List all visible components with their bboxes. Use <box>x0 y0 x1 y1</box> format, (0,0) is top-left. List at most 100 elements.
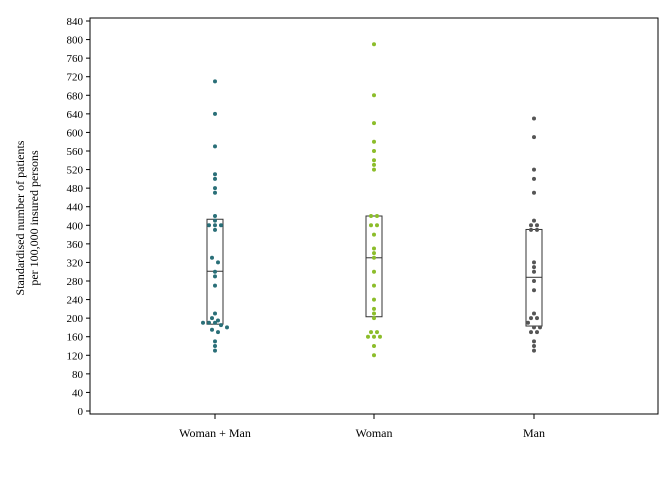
data-point <box>213 186 217 191</box>
y-tick-label: 800 <box>67 35 84 47</box>
y-tick-label: 0 <box>78 406 84 418</box>
data-point <box>372 42 376 47</box>
data-point <box>372 269 376 274</box>
y-axis-title: Standardised number of patients per 100,… <box>13 140 41 295</box>
data-point <box>535 223 539 228</box>
data-point <box>532 269 536 274</box>
y-tick-label: 360 <box>67 239 84 251</box>
data-point <box>372 149 376 153</box>
data-point <box>207 320 211 325</box>
data-point <box>369 330 373 335</box>
data-point <box>529 316 533 321</box>
data-point <box>213 283 217 288</box>
y-tick-label: 520 <box>67 165 84 177</box>
data-point <box>216 330 220 335</box>
x-tick-label: Woman + Man <box>179 426 251 440</box>
data-point <box>207 223 211 228</box>
data-point <box>372 251 376 256</box>
data-point <box>372 93 376 98</box>
data-point <box>529 330 533 335</box>
data-point <box>532 279 536 283</box>
data-point <box>372 334 376 339</box>
data-point <box>213 79 217 84</box>
y-tick-label: 240 <box>67 295 84 307</box>
data-point <box>210 316 214 321</box>
data-point <box>213 190 217 195</box>
y-tick-label: 120 <box>67 350 84 362</box>
data-point <box>532 325 536 330</box>
y-axis-title-line-2: per 100,000 insured persons <box>27 150 41 286</box>
data-point <box>532 344 536 348</box>
data-point <box>213 269 217 274</box>
y-tick-label: 600 <box>67 127 84 139</box>
data-point <box>213 144 217 149</box>
data-point <box>532 260 536 265</box>
data-point <box>213 344 217 348</box>
data-point <box>372 158 376 163</box>
data-point <box>538 325 542 330</box>
data-point <box>369 214 373 218</box>
data-point <box>213 339 217 344</box>
plot-area <box>201 42 543 358</box>
series-group <box>525 116 543 353</box>
x-tick-label: Woman <box>355 426 392 440</box>
data-point <box>219 223 223 228</box>
data-point <box>213 218 217 223</box>
y-tick-label: 160 <box>67 332 84 344</box>
data-point <box>369 223 373 228</box>
data-point <box>532 167 536 172</box>
data-point <box>532 190 536 195</box>
data-point <box>213 320 217 325</box>
y-tick-label: 480 <box>67 183 84 195</box>
data-point <box>375 223 379 228</box>
data-point <box>201 320 205 325</box>
data-point <box>532 288 536 293</box>
y-tick-label: 320 <box>67 257 84 269</box>
data-point <box>210 327 214 332</box>
data-point <box>213 274 217 279</box>
data-point <box>375 330 379 335</box>
data-point <box>213 176 217 181</box>
data-point <box>216 318 220 323</box>
data-point <box>213 111 217 116</box>
series-group <box>201 79 229 353</box>
y-axis-title-line-1: Standardised number of patients <box>13 140 27 295</box>
data-point <box>225 325 229 330</box>
x-axis: Woman + Man Woman Man <box>179 414 545 440</box>
data-point <box>372 162 376 167</box>
data-point <box>216 260 220 265</box>
data-point <box>529 227 533 232</box>
data-point <box>372 255 376 260</box>
data-point <box>372 121 376 126</box>
data-point <box>532 176 536 181</box>
data-point <box>378 334 382 339</box>
y-tick-label: 640 <box>67 109 84 121</box>
data-point <box>535 330 539 335</box>
data-point <box>372 353 376 358</box>
data-point <box>213 348 217 353</box>
y-tick-label: 680 <box>67 90 84 102</box>
data-point <box>219 323 223 328</box>
data-point <box>526 320 530 325</box>
data-point <box>372 344 376 348</box>
data-point <box>372 167 376 172</box>
y-axis: 0 40 80 120 160 200 240 280 320 360 400 440 480 520 56… <box>67 16 90 418</box>
data-point <box>532 135 536 140</box>
y-tick-label: 560 <box>67 146 84 158</box>
y-tick-label: 200 <box>67 313 84 325</box>
data-point <box>532 348 536 353</box>
data-point <box>532 311 536 316</box>
data-point <box>372 306 376 311</box>
y-tick-label: 840 <box>67 16 84 28</box>
data-point <box>372 232 376 237</box>
iqr-box <box>365 215 383 318</box>
data-point <box>529 223 533 228</box>
data-point <box>372 297 376 302</box>
data-point <box>213 311 217 316</box>
data-point <box>213 223 217 228</box>
y-tick-label: 720 <box>67 72 84 84</box>
data-point <box>372 246 376 251</box>
data-point <box>213 227 217 232</box>
data-point <box>535 316 539 321</box>
